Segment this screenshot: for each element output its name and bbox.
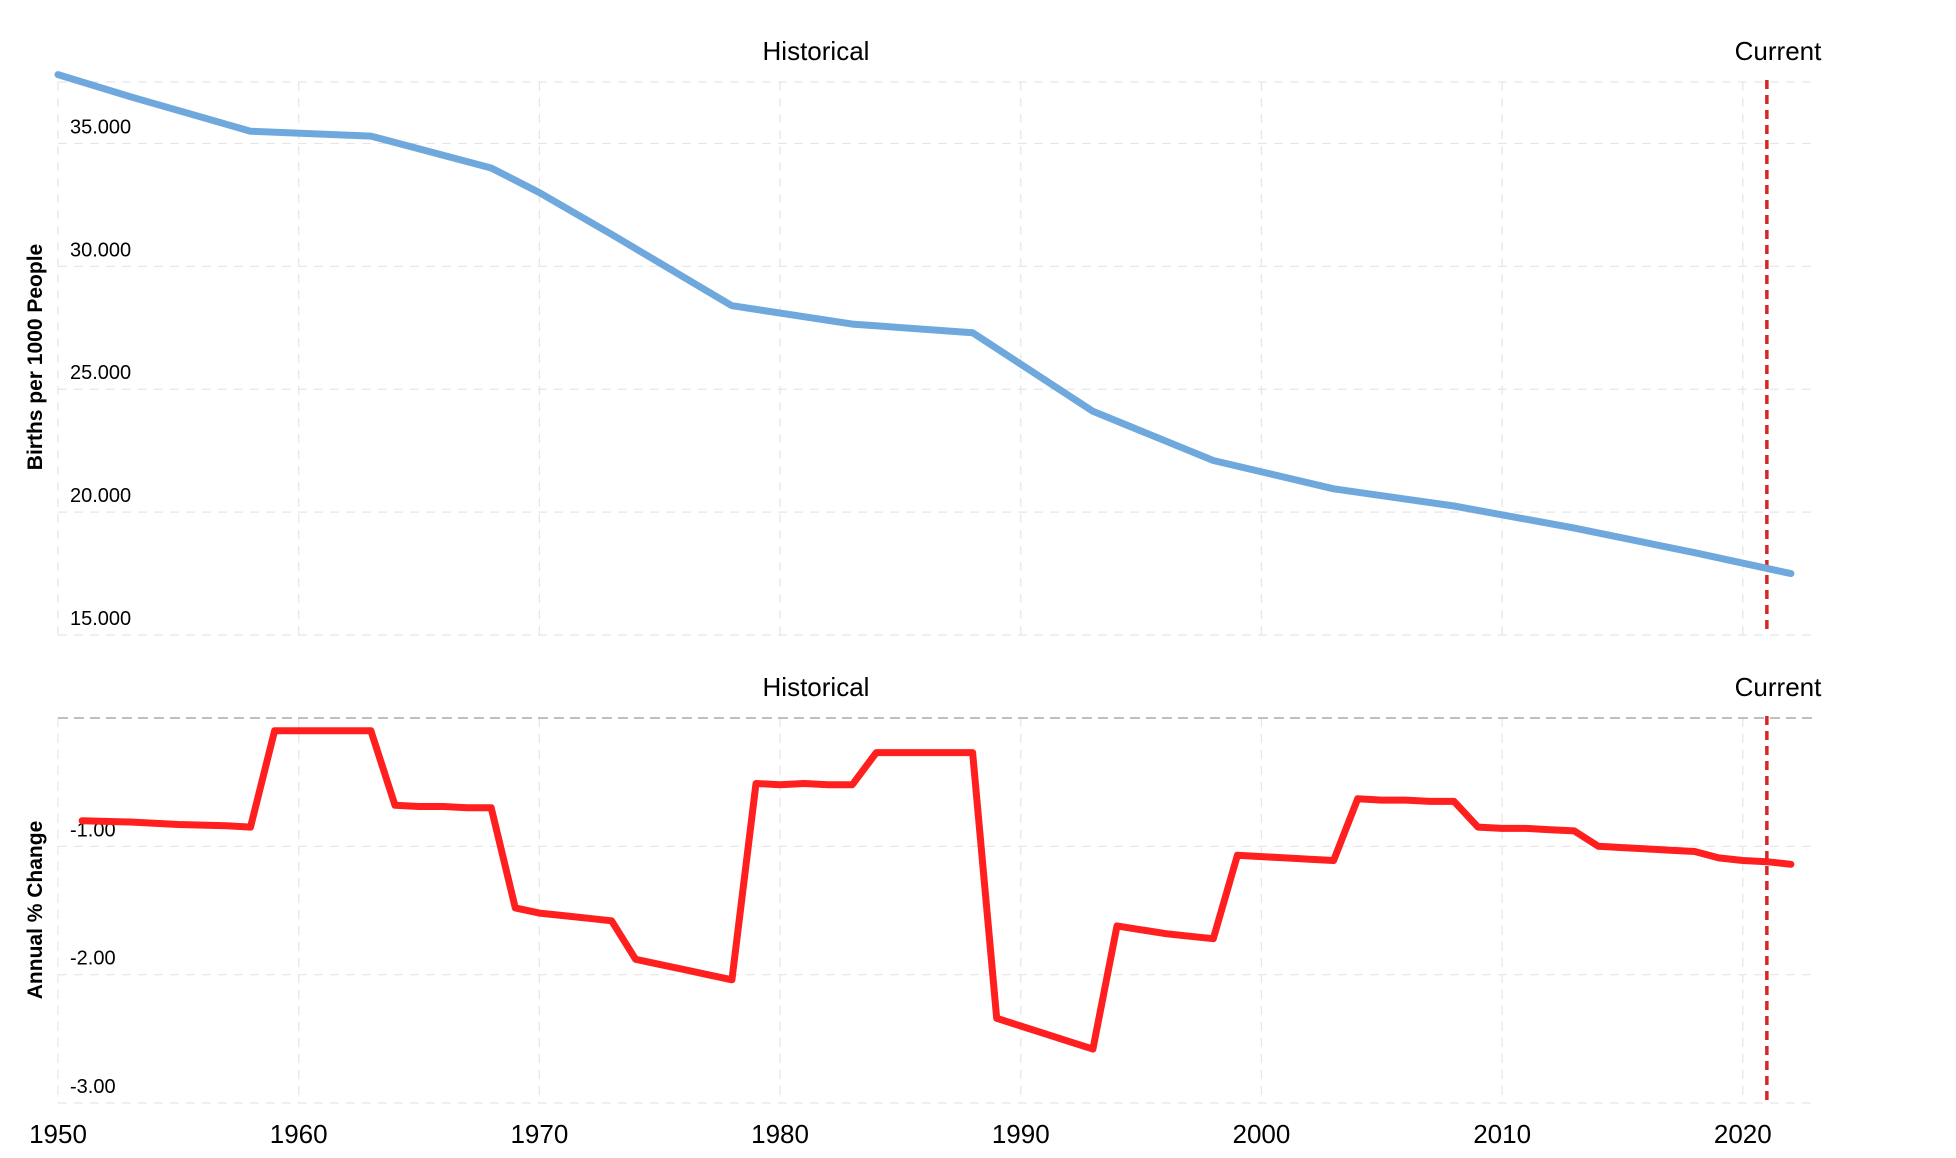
births-ytick-label: 35.000 — [70, 116, 131, 138]
births-annotation-historical: Historical — [763, 36, 870, 66]
births-ytick-label: 15.000 — [70, 608, 131, 630]
x-axis: 1950 1960 1970 1980 1990 2000 2010 2020 — [29, 1119, 1772, 1149]
change-ytick-label: -3.00 — [70, 1076, 116, 1098]
change-annotation-historical: Historical — [763, 672, 870, 702]
change-annotation-current: Current — [1735, 672, 1822, 702]
births-ytick-label: 25.000 — [70, 362, 131, 384]
births-annotation-current: Current — [1735, 36, 1822, 66]
x-tick-label: 1970 — [510, 1119, 568, 1149]
change-series-line — [78, 727, 1795, 1053]
x-tick-label: 2000 — [1233, 1119, 1291, 1149]
x-tick-label: 1950 — [29, 1119, 87, 1149]
annual-change-panel: -3.00 -2.00 -1.00 Historical Current Annual %… — [24, 672, 1822, 1104]
x-tick-label: 2010 — [1473, 1119, 1531, 1149]
x-tick-label: 1990 — [992, 1119, 1050, 1149]
change-ytick-label: -2.00 — [70, 948, 116, 970]
births-panel: 15.000 20.000 25.000 30.000 35.000 Historical… — [24, 36, 1822, 636]
births-series-line — [54, 71, 1795, 578]
x-tick-label: 1960 — [270, 1119, 328, 1149]
births-ylabel: Births per 1000 People — [24, 244, 47, 470]
change-ytick-label: -1.00 — [70, 819, 116, 841]
x-tick-label: 2020 — [1714, 1119, 1772, 1149]
births-ytick-label: 30.000 — [70, 239, 131, 261]
births-ytick-label: 20.000 — [70, 485, 131, 507]
change-ylabel: Annual % Change — [24, 821, 47, 1000]
x-tick-label: 1980 — [751, 1119, 809, 1149]
